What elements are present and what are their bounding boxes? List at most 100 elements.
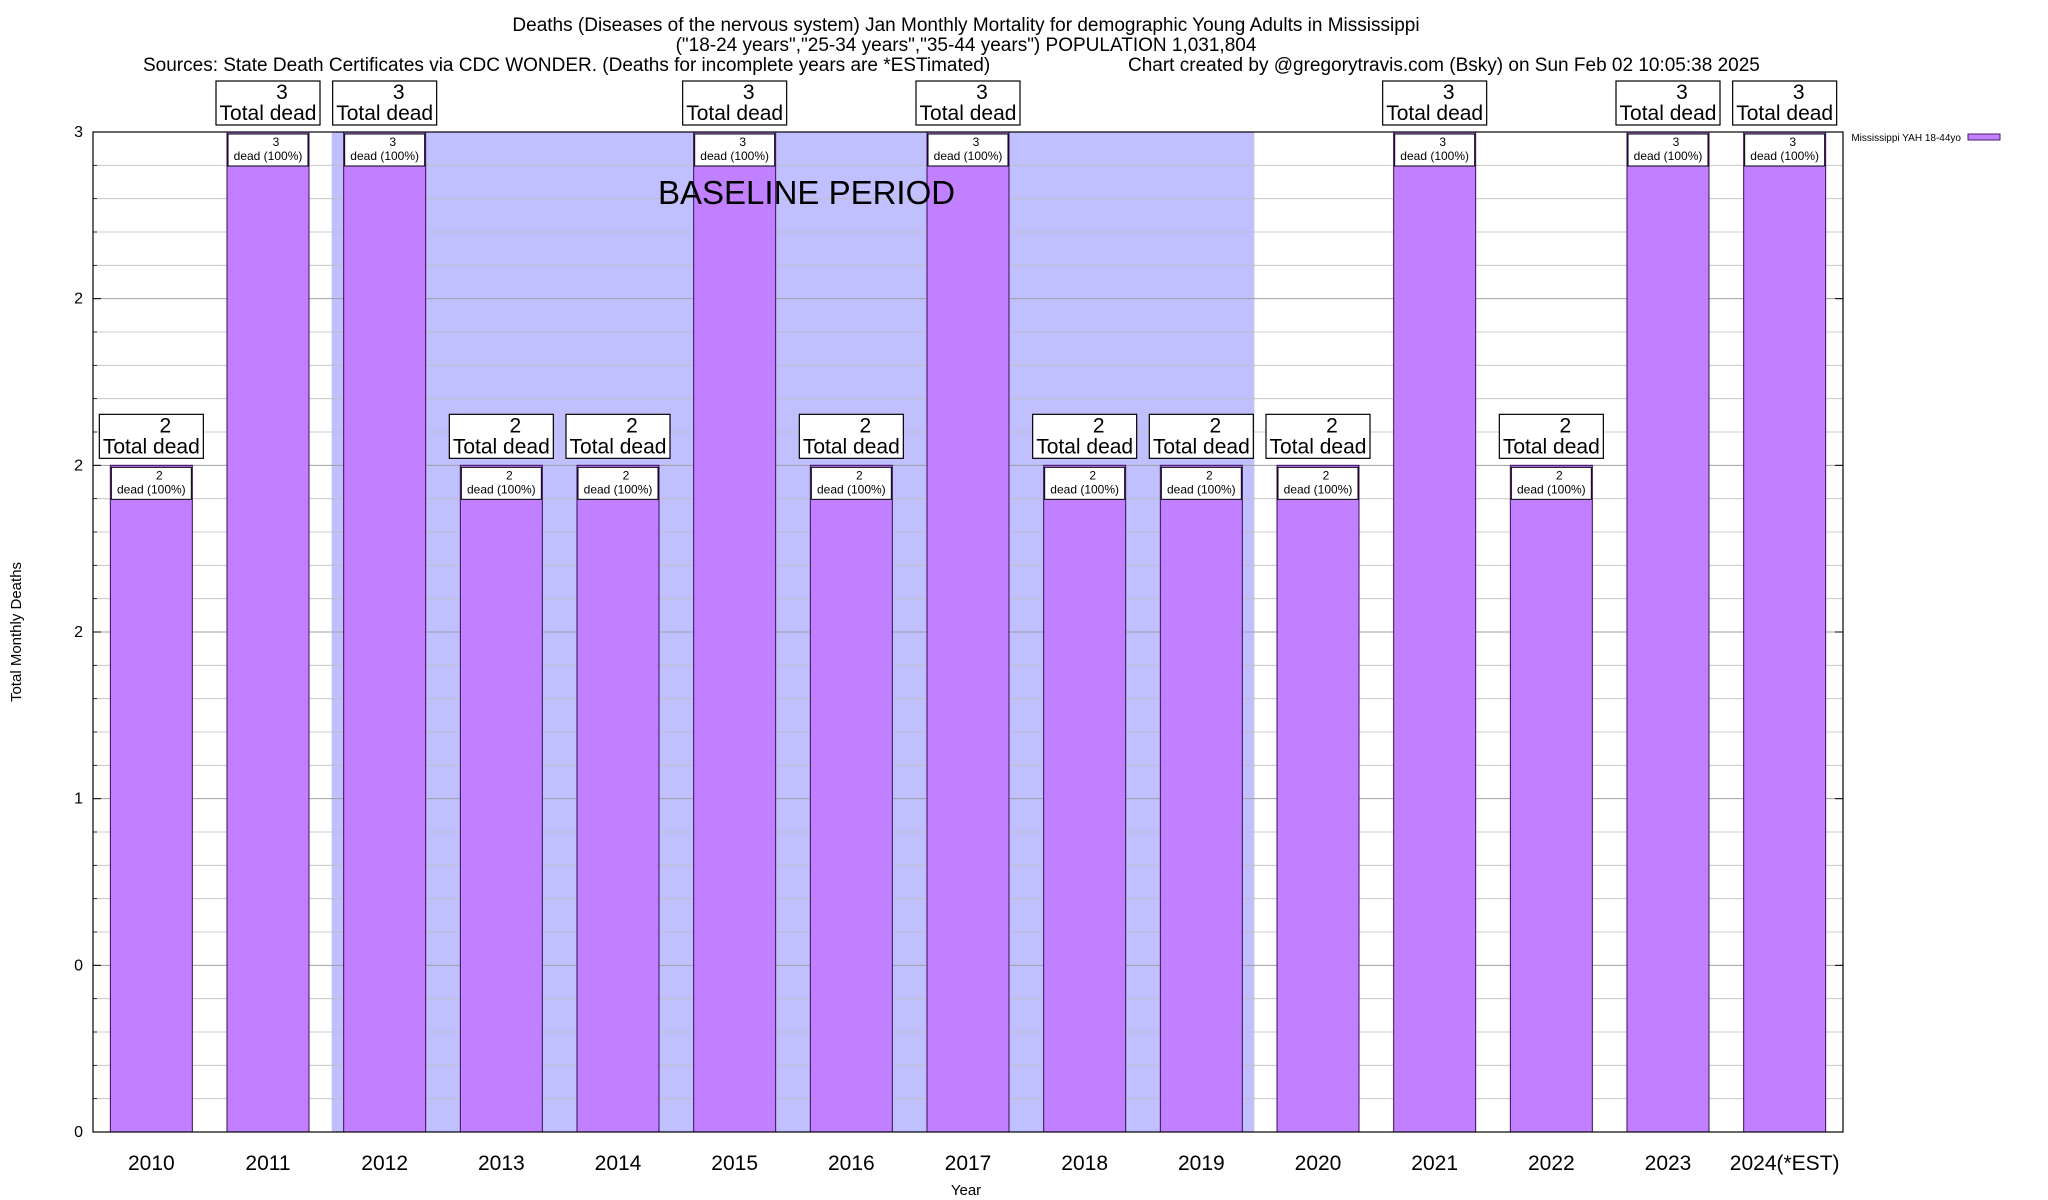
total-label-box [1498,413,1604,459]
total-label-box [915,80,1021,126]
total-label-value: 2 [1093,414,1105,437]
inner-label-text: dead (100%) [934,149,1003,163]
bar-2014 [576,464,660,1133]
inner-label-value: 2 [506,468,513,482]
total-label-text: Total dead [103,435,200,458]
inner-label-box [810,466,892,500]
legend-swatch [1967,133,2001,141]
total-label-value: 2 [1326,414,1338,437]
total-label-value: 3 [976,81,988,104]
bar-2013 [459,464,543,1133]
total-label-value: 2 [859,414,871,437]
inner-label-box [1627,133,1709,167]
bar-2010 [109,464,193,1133]
total-label-value: 3 [1443,81,1455,104]
x-tick-label-2014: 2014 [595,1152,642,1175]
inner-label-box [1044,466,1126,500]
bar-2015 [693,131,777,1133]
inner-label-value: 2 [156,468,163,482]
total-label-box [98,413,204,459]
chart-credit: Chart created by @gregorytravis.com (Bsk… [1128,55,1760,76]
inner-label-value: 2 [856,468,863,482]
inner-label-text: dead (100%) [700,149,769,163]
total-label-value: 3 [276,81,288,104]
x-tick-label-2022: 2022 [1528,1152,1575,1175]
inner-label-box [1277,466,1359,500]
total-label-text: Total dead [1503,435,1600,458]
inner-label-text: dead (100%) [584,482,653,496]
y-axis-title: Total Monthly Deaths [8,562,25,702]
inner-label-text: dead (100%) [234,149,303,163]
total-label-box [1615,80,1721,126]
y-tick-label: 0 [74,957,83,974]
total-label-value: 3 [1676,81,1688,104]
total-label-text: Total dead [220,102,317,125]
inner-label-value: 3 [1789,135,1796,149]
y-tick-label: 2 [74,624,83,641]
inner-label-text: dead (100%) [1167,482,1236,496]
total-label-value: 2 [1559,414,1571,437]
legend-label: Mississippi YAH 18-44yo [1851,133,1961,144]
total-label-text: Total dead [1386,102,1483,125]
total-label-text: Total dead [1036,435,1133,458]
chart-title-line-2: ("18-24 years","25-34 years","35-44 year… [676,35,1257,56]
total-label-text: Total dead [686,102,783,125]
x-tick-label-2017: 2017 [945,1152,992,1175]
bar-2024-est [1743,131,1827,1133]
inner-label-value: 3 [973,135,980,149]
y-tick-label: 1 [74,791,83,808]
chart-title-line-1: Deaths (Diseases of the nervous system) … [512,15,1419,36]
total-label-box [1382,80,1488,126]
inner-label-box [1744,133,1826,167]
inner-label-text: dead (100%) [1750,149,1819,163]
x-axis-title: Year [951,1182,981,1199]
total-label-box [565,413,671,459]
y-tick-label: 2 [74,457,83,474]
total-label-box [1265,413,1371,459]
inner-label-text: dead (100%) [1517,482,1586,496]
inner-label-value: 3 [389,135,396,149]
inner-label-text: dead (100%) [817,482,886,496]
total-label-value: 2 [509,414,521,437]
inner-label-text: dead (100%) [1284,482,1353,496]
bars [109,131,1827,1133]
total-label-text: Total dead [1620,102,1717,125]
total-label-value: 2 [626,414,638,437]
inner-label-text: dead (100%) [1400,149,1469,163]
total-label-value: 2 [1209,414,1221,437]
total-label-text: Total dead [803,435,900,458]
total-label-value: 2 [159,414,171,437]
inner-label-value: 2 [1556,468,1563,482]
inner-label-value: 2 [1323,468,1330,482]
y-tick-label: 3 [74,124,83,141]
x-axis: 2010 2011 2012 2013 2014 2015 2016 2017 2018 2019… [128,1152,1840,1175]
total-label-text: Total dead [920,102,1017,125]
total-label-box [332,80,438,126]
x-tick-label-2018: 2018 [1061,1152,1108,1175]
x-tick-label-2010: 2010 [128,1152,175,1175]
x-tick-label-2019: 2019 [1178,1152,1225,1175]
inner-label-box [927,133,1009,167]
inner-label-text: dead (100%) [350,149,419,163]
chart-sources: Sources: State Death Certificates via CD… [143,55,990,76]
total-label-box [448,413,554,459]
bar-2018 [1043,464,1127,1133]
inner-label-box [1510,466,1592,500]
inner-label-value: 3 [1673,135,1680,149]
